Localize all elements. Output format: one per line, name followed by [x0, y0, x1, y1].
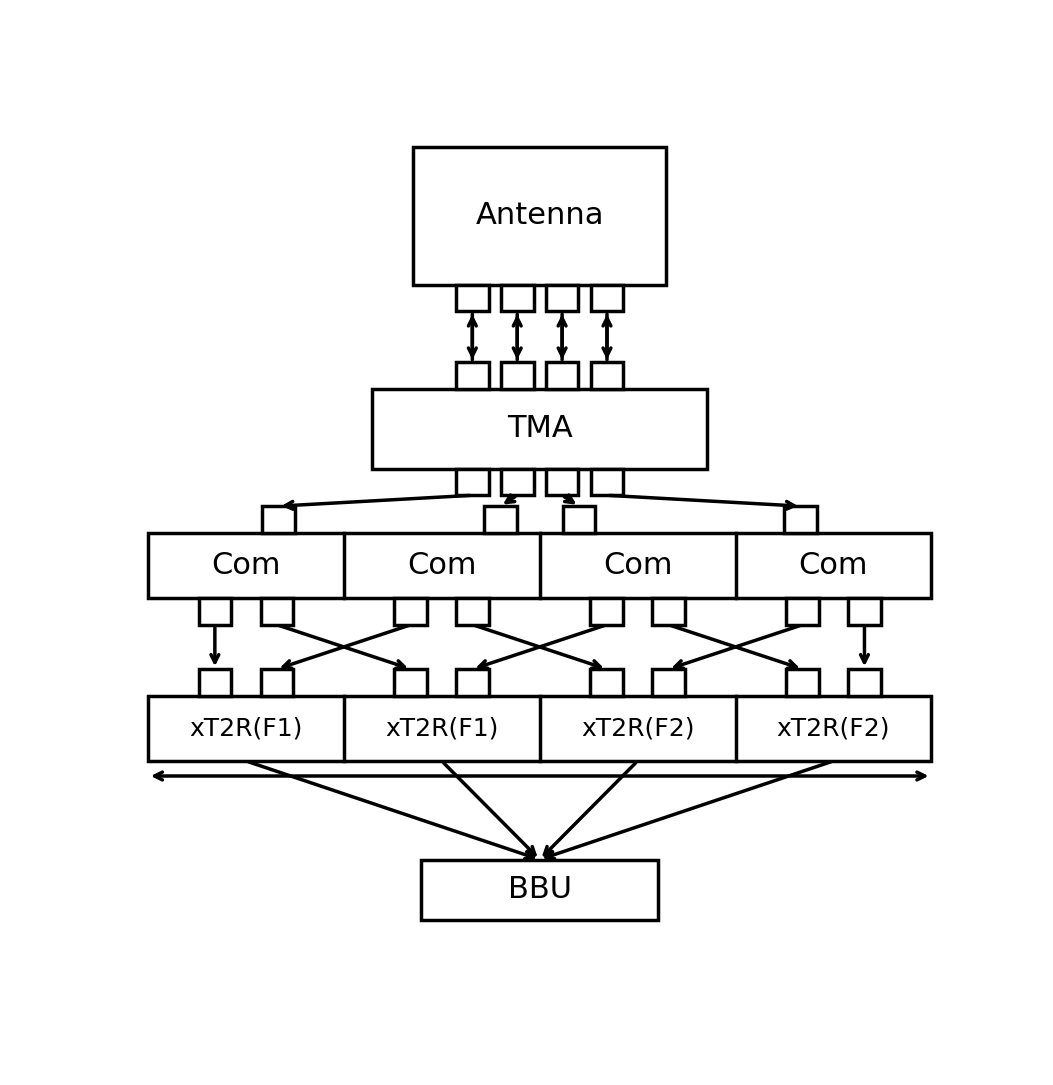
- Bar: [501, 284, 534, 311]
- Bar: [395, 669, 428, 695]
- Bar: [562, 506, 595, 533]
- Text: xT2R(F2): xT2R(F2): [777, 716, 890, 740]
- Text: xT2R(F2): xT2R(F2): [581, 716, 694, 740]
- Bar: [147, 533, 932, 598]
- Bar: [456, 469, 489, 495]
- Bar: [501, 469, 534, 495]
- Bar: [413, 146, 667, 284]
- Bar: [591, 669, 623, 695]
- Bar: [591, 469, 623, 495]
- Bar: [395, 598, 428, 625]
- Bar: [421, 859, 658, 920]
- Bar: [652, 598, 684, 625]
- Bar: [456, 284, 489, 311]
- Bar: [787, 598, 819, 625]
- Text: xT2R(F1): xT2R(F1): [385, 716, 498, 740]
- Bar: [591, 362, 623, 390]
- Text: TMA: TMA: [506, 414, 573, 444]
- Bar: [262, 506, 295, 533]
- Bar: [591, 598, 623, 625]
- Bar: [501, 362, 534, 390]
- Text: Com: Com: [406, 551, 477, 580]
- Text: BBU: BBU: [508, 876, 572, 904]
- Text: Com: Com: [211, 551, 281, 580]
- Bar: [260, 598, 293, 625]
- Bar: [784, 506, 817, 533]
- Bar: [545, 469, 578, 495]
- Bar: [456, 362, 489, 390]
- Bar: [373, 390, 707, 469]
- Bar: [484, 506, 517, 533]
- Bar: [199, 598, 232, 625]
- Bar: [456, 669, 489, 695]
- Bar: [652, 669, 684, 695]
- Bar: [848, 669, 880, 695]
- Bar: [848, 598, 880, 625]
- Text: xT2R(F1): xT2R(F1): [190, 716, 302, 740]
- Text: Antenna: Antenna: [475, 202, 604, 230]
- Bar: [199, 669, 232, 695]
- Bar: [456, 598, 489, 625]
- Bar: [545, 284, 578, 311]
- Text: Com: Com: [798, 551, 869, 580]
- Text: Com: Com: [602, 551, 673, 580]
- Bar: [787, 669, 819, 695]
- Bar: [260, 669, 293, 695]
- Bar: [591, 284, 623, 311]
- Bar: [545, 362, 578, 390]
- Bar: [147, 695, 932, 761]
